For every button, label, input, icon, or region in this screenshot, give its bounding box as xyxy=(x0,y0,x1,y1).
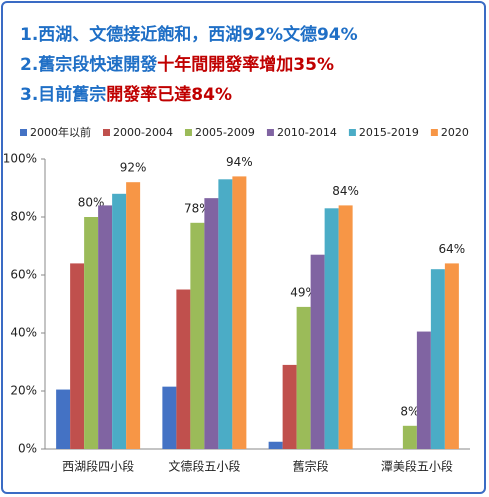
annotation: 2.舊宗段快速開發十年間開發率增加35% xyxy=(20,54,334,75)
annotation-part: 十年間開發率增加35% xyxy=(157,54,334,75)
bar xyxy=(444,263,459,449)
y-tick-label: 60% xyxy=(10,268,37,282)
legend-swatch xyxy=(103,129,110,136)
legend-label: 2020 xyxy=(441,126,469,139)
y-tick-label: 20% xyxy=(10,384,37,398)
annotation: 3.目前舊宗開發率已達84% xyxy=(20,84,232,105)
bar xyxy=(416,331,431,449)
annotation-part: 2.舊宗段快速開發 xyxy=(20,54,157,75)
legend-swatch xyxy=(184,129,192,136)
value-label: 49% xyxy=(290,285,317,299)
value-label: 64% xyxy=(439,242,466,256)
legend-label: 2005-2009 xyxy=(195,126,255,139)
bar xyxy=(56,389,71,449)
bar xyxy=(324,208,339,449)
bar xyxy=(204,198,219,449)
legend-label: 2000-2004 xyxy=(113,126,173,139)
legend-swatch xyxy=(20,129,27,136)
annotation-part: 1.西湖、文德接近飽和，西湖92%文德94% xyxy=(20,24,358,45)
y-tick-label: 40% xyxy=(10,326,37,340)
value-label: 84% xyxy=(332,184,359,198)
value-label: 94% xyxy=(226,155,253,169)
legend-swatch xyxy=(266,129,274,136)
y-tick-label: 0% xyxy=(18,442,37,456)
annotation-part: 開發率已達84% xyxy=(106,84,232,105)
bar xyxy=(268,441,283,449)
annotation: 1.西湖、文德接近飽和，西湖92%文德94% xyxy=(20,24,358,45)
x-tick-label: 西湖段四小段 xyxy=(62,459,134,474)
bar xyxy=(98,205,113,449)
legend-label: 2010-2014 xyxy=(277,126,337,139)
bar xyxy=(218,179,233,450)
bar xyxy=(338,205,353,449)
bar xyxy=(282,364,297,449)
y-tick-label: 100% xyxy=(3,152,37,166)
legend-swatch xyxy=(348,129,356,136)
y-tick-label: 80% xyxy=(10,210,37,224)
value-label: 92% xyxy=(120,161,147,175)
bar xyxy=(112,193,127,449)
legend-label: 2000年以前 xyxy=(30,125,91,139)
bar xyxy=(70,263,85,449)
value-label: 80% xyxy=(78,196,105,210)
bar xyxy=(402,425,417,449)
x-tick-label: 舊宗段 xyxy=(293,459,329,474)
legend-swatch xyxy=(430,129,438,136)
bar xyxy=(310,254,325,449)
bar xyxy=(176,289,191,449)
bar xyxy=(232,176,247,449)
legend-label: 2015-2019 xyxy=(359,126,419,139)
bar xyxy=(430,269,445,449)
annotation-part: 3.目前舊宗 xyxy=(20,84,106,105)
value-label: 8% xyxy=(400,404,419,418)
bar xyxy=(296,306,311,449)
bar xyxy=(84,217,99,449)
bar xyxy=(190,222,205,449)
x-tick-label: 文德段五小段 xyxy=(168,459,240,474)
bar xyxy=(126,182,141,449)
value-label: 78% xyxy=(184,201,211,215)
x-tick-label: 潭美段五小段 xyxy=(381,459,453,474)
bar xyxy=(162,386,177,449)
